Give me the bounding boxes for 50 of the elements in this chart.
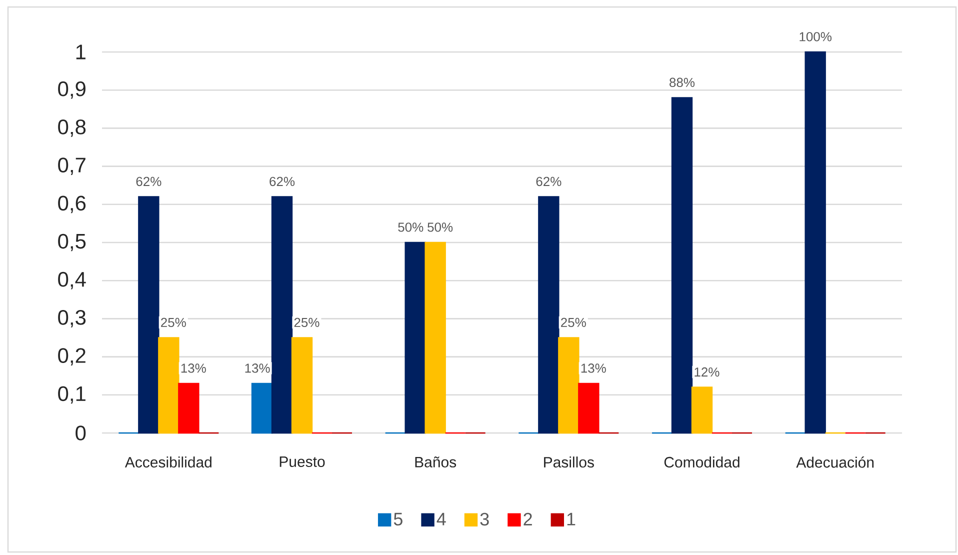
bar [251, 382, 273, 434]
data-label: 62% [136, 176, 162, 186]
data-label: 12% [694, 367, 720, 377]
y-tick-label: 0,9 [58, 81, 86, 99]
legend-label: 4 [436, 512, 446, 526]
x-tick-label: Accesibilidad [124, 456, 212, 468]
y-tick-label: 0,3 [58, 310, 86, 328]
bar [291, 337, 313, 434]
data-label: 50% [398, 222, 424, 232]
bar [538, 196, 560, 434]
y-tick-label: 0,8 [58, 120, 86, 137]
data-label: 13% [581, 364, 606, 373]
bar [558, 337, 580, 434]
data-label: 100% [800, 32, 832, 42]
data-label: 25% [161, 318, 186, 328]
y-tick-label: 0,5 [58, 234, 86, 252]
bar [691, 386, 713, 434]
x-tick-label: Comodidad [664, 456, 740, 468]
y-tick-label: 0,6 [58, 196, 86, 214]
bar [271, 196, 293, 434]
bar [138, 196, 160, 434]
bar [404, 242, 426, 434]
x-tick-label: Baños [415, 456, 456, 468]
data-label: 13% [181, 364, 206, 373]
data-label: 13% [245, 364, 270, 373]
bar [804, 51, 826, 434]
bar [158, 337, 180, 434]
y-tick-label: 0,2 [58, 348, 86, 366]
data-label: 50% [428, 222, 453, 232]
data-label: 25% [294, 318, 320, 328]
legend-label: 5 [394, 512, 402, 526]
y-tick-label: 1 [76, 44, 86, 60]
bar [671, 97, 693, 434]
y-tick-label: 0 [76, 426, 86, 440]
bar [578, 382, 600, 434]
x-tick-label: Puesto [280, 456, 325, 467]
data-label: 62% [270, 176, 295, 186]
legend-label: 2 [524, 512, 532, 526]
legend-label: 1 [567, 512, 576, 526]
data-label: 88% [670, 78, 695, 88]
x-tick-label: Pasillos [544, 456, 594, 468]
bar [178, 382, 200, 434]
bar [424, 242, 446, 434]
legend-label: 3 [480, 512, 489, 526]
data-label: 25% [561, 318, 586, 328]
y-tick-label: 0,1 [58, 386, 86, 404]
y-tick-label: 0,7 [58, 158, 86, 175]
y-tick-label: 0,4 [58, 272, 86, 290]
data-label: 62% [536, 176, 562, 186]
x-tick-label: Adecuación [796, 456, 874, 468]
